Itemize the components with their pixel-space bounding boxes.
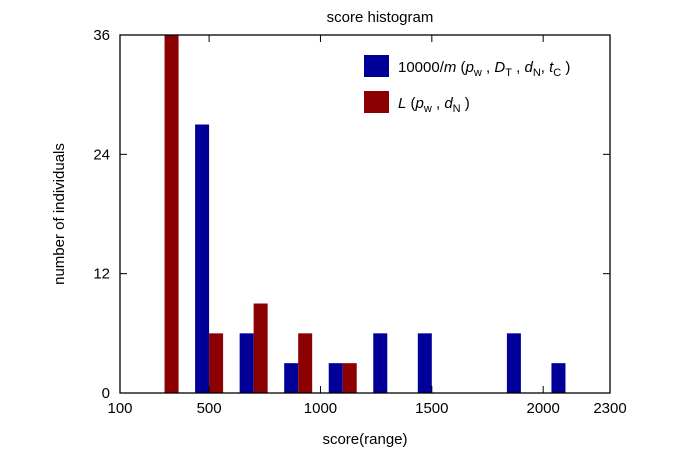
x-tick-label: 1500 bbox=[415, 400, 448, 417]
x-tick-label: 1000 bbox=[304, 400, 337, 417]
y-tick-label: 12 bbox=[93, 266, 110, 283]
y-tick-label: 36 bbox=[93, 27, 110, 44]
bar bbox=[164, 35, 179, 393]
bar bbox=[284, 363, 299, 393]
legend-swatch-blue bbox=[364, 55, 389, 77]
chart-title: score histogram bbox=[327, 9, 434, 26]
bar bbox=[506, 333, 521, 393]
bar bbox=[417, 333, 432, 393]
plot-frame bbox=[119, 34, 611, 394]
legend: 10000/m (pw , DT , dN, tC ) L (pw , dN ) bbox=[364, 55, 570, 115]
bar bbox=[551, 363, 566, 393]
x-axis-label: score(range) bbox=[322, 431, 407, 448]
legend-label-blue: 10000/m (pw , DT , dN, tC ) bbox=[398, 59, 570, 79]
y-axis-label: number of individuals bbox=[51, 143, 68, 285]
bar bbox=[342, 363, 357, 393]
x-tick-label: 100 bbox=[107, 400, 132, 417]
x-tick-label: 500 bbox=[197, 400, 222, 417]
x-tick-label: 2300 bbox=[593, 400, 626, 417]
bar bbox=[253, 303, 268, 393]
x-tick-label: 2000 bbox=[526, 400, 559, 417]
ticks-layer: 100 500 1000 1500 2000 2300 0 12 24 36 bbox=[93, 27, 626, 417]
bar bbox=[373, 333, 388, 393]
bar bbox=[298, 333, 313, 393]
bar bbox=[328, 363, 343, 393]
bar bbox=[239, 333, 254, 393]
legend-label-red: L (pw , dN ) bbox=[398, 95, 470, 115]
legend-swatch-red bbox=[364, 91, 389, 113]
bars-layer bbox=[164, 35, 566, 393]
y-tick-label: 0 bbox=[102, 385, 110, 402]
bar bbox=[209, 333, 224, 393]
bar bbox=[195, 124, 210, 393]
y-tick-label: 24 bbox=[93, 146, 110, 163]
